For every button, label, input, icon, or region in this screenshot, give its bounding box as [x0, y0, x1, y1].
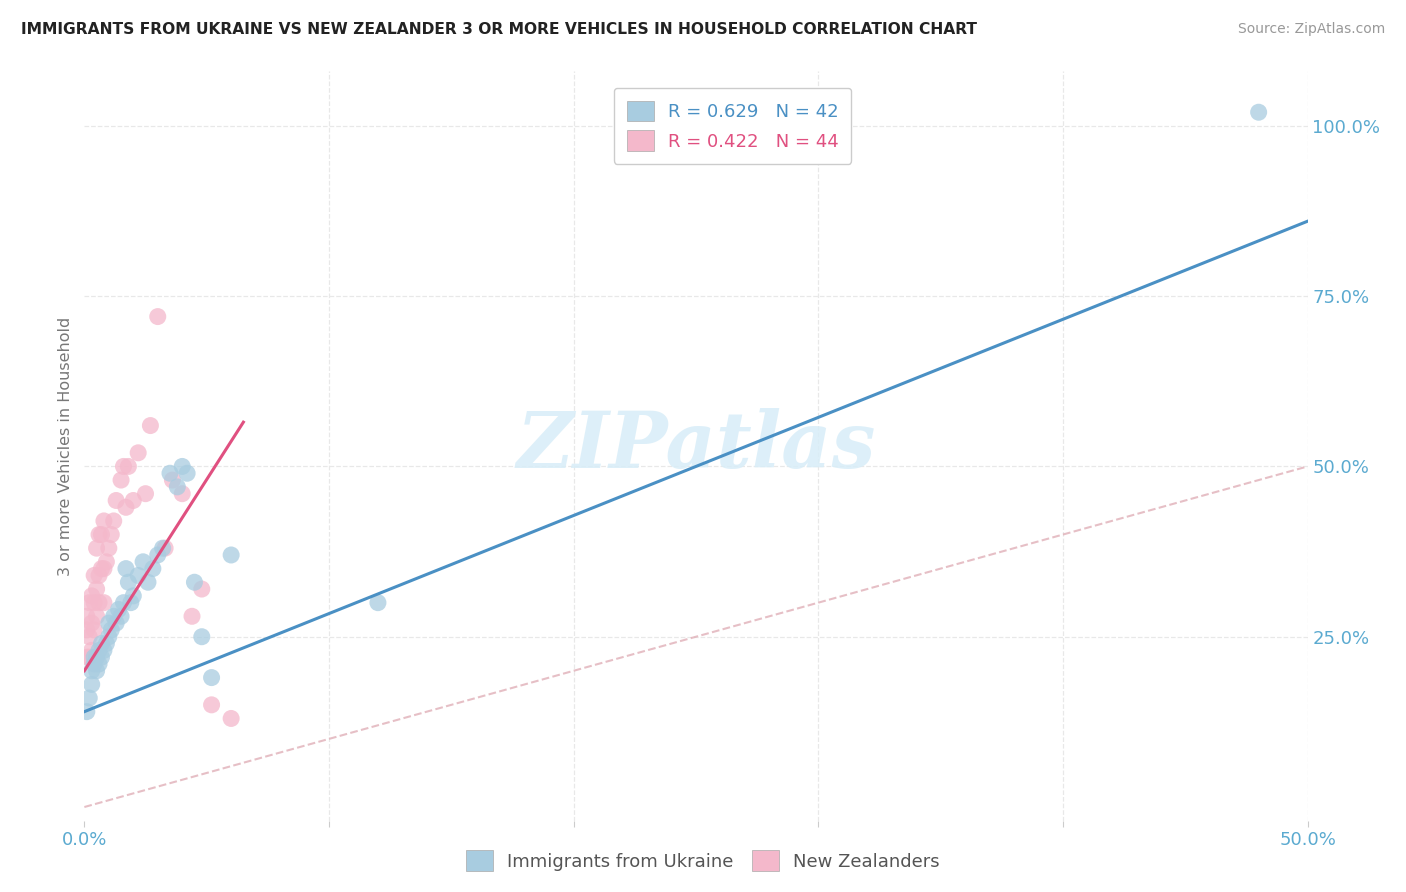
- Point: [135, 486, 157, 500]
- Point: [200, 671, 222, 685]
- Point: [200, 698, 222, 712]
- Point: [90, 561, 112, 575]
- Point: [96, 636, 118, 650]
- Point: [105, 493, 128, 508]
- Point: [146, 548, 169, 562]
- Point: [367, 596, 389, 610]
- Point: [219, 548, 242, 562]
- Point: [110, 473, 132, 487]
- Point: [77, 630, 100, 644]
- Point: [87, 596, 110, 610]
- Point: [83, 657, 105, 671]
- Point: [122, 589, 145, 603]
- Point: [97, 541, 120, 556]
- Point: [100, 527, 122, 541]
- Point: [86, 582, 108, 596]
- Point: [107, 602, 129, 616]
- Point: [83, 568, 105, 582]
- Point: [159, 467, 181, 481]
- Point: [127, 446, 149, 460]
- Point: [183, 575, 205, 590]
- Point: [80, 664, 103, 678]
- Text: ZIPatlas: ZIPatlas: [516, 408, 876, 484]
- Point: [86, 664, 108, 678]
- Point: [181, 609, 204, 624]
- Text: Source: ZipAtlas.com: Source: ZipAtlas.com: [1237, 22, 1385, 37]
- Point: [176, 467, 198, 481]
- Point: [80, 677, 103, 691]
- Point: [105, 616, 128, 631]
- Point: [152, 541, 174, 556]
- Point: [80, 643, 103, 657]
- Point: [115, 500, 138, 515]
- Point: [97, 616, 120, 631]
- Point: [83, 596, 105, 610]
- Point: [103, 609, 125, 624]
- Point: [93, 561, 115, 575]
- Point: [87, 643, 110, 657]
- Point: [90, 650, 112, 665]
- Point: [80, 589, 103, 603]
- Point: [77, 596, 100, 610]
- Point: [86, 650, 108, 665]
- Point: [76, 705, 98, 719]
- Point: [172, 459, 194, 474]
- Y-axis label: 3 or more Vehicles in Household: 3 or more Vehicles in Household: [58, 317, 73, 575]
- Point: [83, 623, 105, 637]
- Point: [77, 650, 100, 665]
- Point: [117, 459, 139, 474]
- Point: [80, 616, 103, 631]
- Point: [93, 514, 115, 528]
- Point: [100, 623, 122, 637]
- Point: [76, 623, 98, 637]
- Legend: Immigrants from Ukraine, New Zealanders: Immigrants from Ukraine, New Zealanders: [458, 843, 948, 879]
- Point: [115, 561, 138, 575]
- Point: [86, 609, 108, 624]
- Point: [87, 657, 110, 671]
- Point: [120, 596, 142, 610]
- Point: [162, 473, 184, 487]
- Point: [90, 636, 112, 650]
- Point: [191, 630, 214, 644]
- Point: [146, 310, 169, 324]
- Point: [122, 493, 145, 508]
- Point: [136, 575, 159, 590]
- Point: [90, 527, 112, 541]
- Point: [83, 650, 105, 665]
- Point: [112, 459, 135, 474]
- Point: [166, 480, 188, 494]
- Point: [97, 630, 120, 644]
- Point: [96, 555, 118, 569]
- Point: [93, 643, 115, 657]
- Point: [112, 596, 135, 610]
- Point: [142, 561, 165, 575]
- Point: [77, 691, 100, 706]
- Point: [153, 541, 176, 556]
- Point: [191, 582, 214, 596]
- Point: [1247, 105, 1270, 120]
- Point: [76, 609, 98, 624]
- Point: [117, 575, 139, 590]
- Point: [110, 609, 132, 624]
- Point: [172, 486, 194, 500]
- Point: [87, 568, 110, 582]
- Point: [87, 527, 110, 541]
- Point: [127, 568, 149, 582]
- Point: [93, 596, 115, 610]
- Text: IMMIGRANTS FROM UKRAINE VS NEW ZEALANDER 3 OR MORE VEHICLES IN HOUSEHOLD CORRELA: IMMIGRANTS FROM UKRAINE VS NEW ZEALANDER…: [21, 22, 977, 37]
- Point: [219, 711, 242, 725]
- Point: [76, 650, 98, 665]
- Point: [103, 514, 125, 528]
- Point: [86, 541, 108, 556]
- Point: [132, 555, 155, 569]
- Legend: R = 0.629   N = 42, R = 0.422   N = 44: R = 0.629 N = 42, R = 0.422 N = 44: [614, 88, 852, 164]
- Point: [139, 418, 162, 433]
